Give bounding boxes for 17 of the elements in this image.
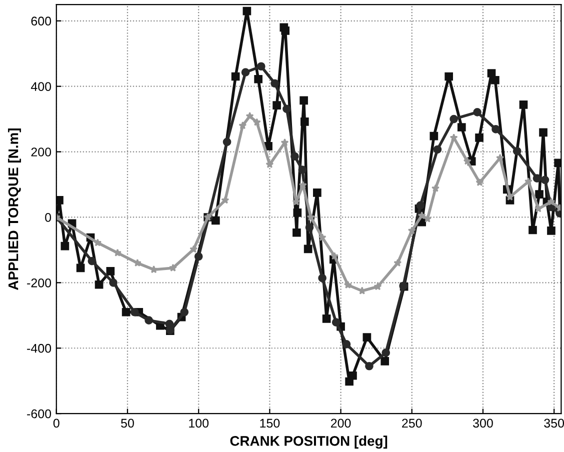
y-tick-label: -400 (27, 344, 52, 353)
y-tick-label: -200 (27, 278, 52, 288)
x-tick-label: 0 (53, 418, 60, 428)
y-tick-label: 400 (30, 82, 52, 91)
x-tick-label: 300 (473, 418, 493, 428)
x-tick-label: 150 (260, 418, 280, 428)
x-tick-label: 200 (330, 418, 351, 428)
y-tick-label: 600 (31, 16, 52, 26)
x-tick-label: 100 (189, 418, 209, 428)
x-tick-label: 250 (402, 418, 422, 428)
y-tick-label: 0 (45, 213, 52, 222)
x-tick-label: 350 (544, 418, 564, 428)
x-axis-title: CRANK POSITION [deg] (230, 436, 388, 449)
y-axis-title: APPLIED TORQUE [N.m] (8, 128, 21, 290)
y-tick-label: 200 (31, 148, 52, 156)
y-tick-label: -600 (27, 409, 52, 418)
x-tick-label: 50 (121, 418, 134, 428)
